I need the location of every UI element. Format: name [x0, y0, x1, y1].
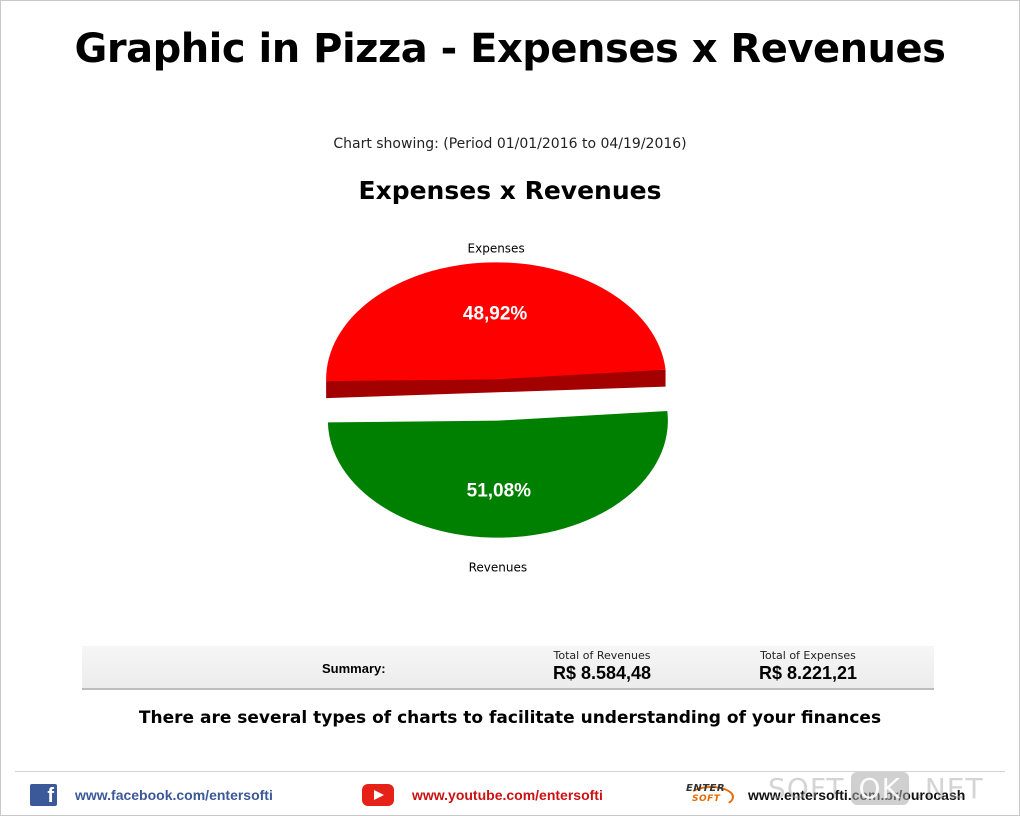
expenses-percent-label: 48,92% [463, 304, 528, 325]
youtube-icon [362, 784, 394, 806]
logo-text-bottom: SOFT [692, 794, 721, 804]
facebook-icon: f [30, 784, 57, 806]
pie-chart: 48,92% Expenses 51,08% Revenues [326, 241, 668, 575]
total-expenses-value: R$ 8.221,21 [758, 663, 858, 683]
footer-divider [15, 771, 1005, 772]
total-revenues: Total of Revenues R$ 8.584,48 [502, 649, 702, 684]
watermark: SOFT OK .NET [768, 772, 984, 805]
total-expenses: Total of Expenses R$ 8.221,21 [708, 649, 908, 684]
revenues-slice [327, 410, 668, 538]
page-title: Graphic in Pizza - Expenses x Revenues [74, 26, 946, 72]
total-revenues-value: R$ 8.584,48 [552, 663, 652, 683]
expenses-slice-edge [326, 369, 666, 399]
revenues-percent-label: 51,08% [467, 480, 532, 501]
expenses-slice [326, 262, 666, 382]
youtube-link[interactable]: www.youtube.com/entersofti [362, 782, 603, 808]
period-text: Chart showing: (Period 01/01/2016 to 04/… [333, 136, 687, 152]
total-revenues-label: Total of Revenues [553, 649, 651, 662]
facebook-url[interactable]: www.facebook.com/entersofti [75, 787, 273, 803]
watermark-part-b: OK [850, 772, 909, 805]
logo-swoosh [688, 786, 734, 808]
summary-bar: Summary: Total of Revenues R$ 8.584,48 T… [82, 646, 934, 690]
total-expenses-label: Total of Expenses [760, 649, 856, 662]
chart-title: Expenses x Revenues [358, 176, 662, 205]
revenues-category-label: Revenues [469, 561, 528, 575]
expenses-category-label: Expenses [468, 241, 525, 255]
entersoft-logo: ENTER SOFT [686, 783, 734, 808]
watermark-part-a: SOFT [768, 772, 845, 805]
youtube-url[interactable]: www.youtube.com/entersofti [412, 787, 603, 803]
tagline: There are several types of charts to fac… [138, 708, 882, 728]
summary-label: Summary: [322, 661, 386, 676]
logo-text-top: ENTER [686, 783, 726, 794]
facebook-link[interactable]: f www.facebook.com/entersofti [30, 782, 273, 808]
watermark-part-c: .NET [914, 772, 984, 805]
